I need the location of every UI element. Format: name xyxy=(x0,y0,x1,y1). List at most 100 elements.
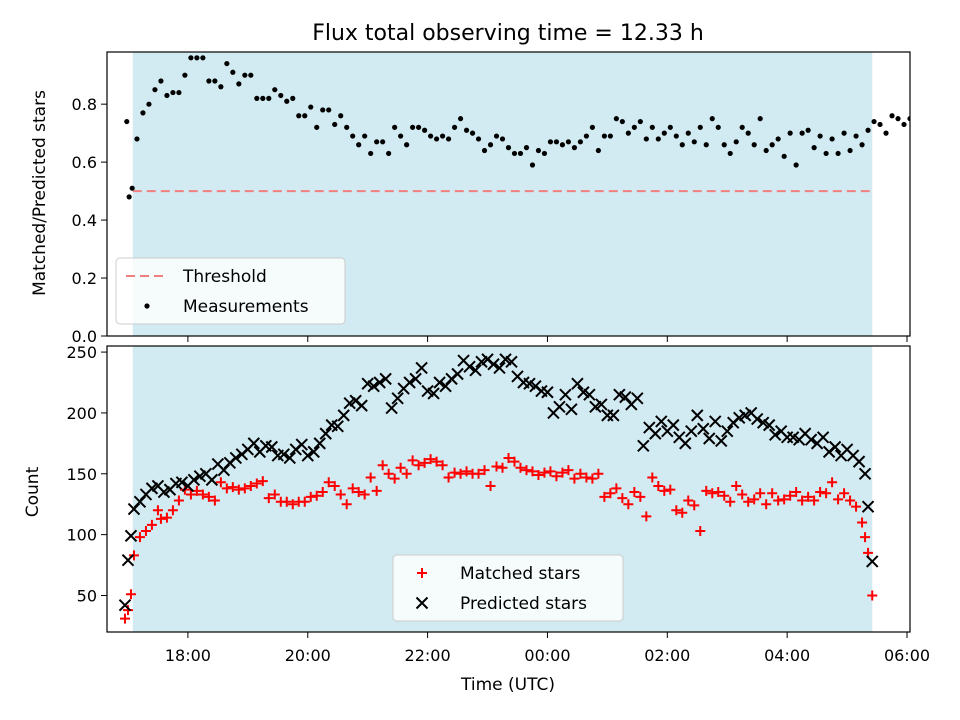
matched-star-point xyxy=(857,517,868,528)
measurement-point xyxy=(481,147,488,154)
count-y-tick-label: 200 xyxy=(66,404,97,423)
measurement-point xyxy=(643,136,649,142)
ratio-plot-area xyxy=(124,55,910,200)
measurement-point xyxy=(727,150,733,157)
matched-star-point xyxy=(665,484,676,495)
predicted-star-point xyxy=(685,424,698,438)
measurement-point xyxy=(487,142,494,148)
time-x-tick-label: 02:00 xyxy=(644,646,690,665)
measurement-point xyxy=(320,107,326,113)
count-plot-area xyxy=(118,353,879,624)
measurement-point xyxy=(302,113,308,119)
matched-star-point xyxy=(731,480,742,491)
matched-star-point xyxy=(419,457,430,468)
matched-star-point xyxy=(287,499,298,510)
measurement-point xyxy=(332,121,338,128)
matched-star-point xyxy=(227,482,238,493)
predicted-star-point xyxy=(118,599,132,612)
count-legend-box xyxy=(392,554,624,622)
matched-star-point xyxy=(767,488,778,499)
predicted-star-point xyxy=(307,445,320,459)
matched-star-point xyxy=(152,505,163,516)
matched-star-point xyxy=(839,488,850,499)
measurement-point xyxy=(260,95,266,101)
matched-star-point xyxy=(347,483,358,494)
matched-star-point xyxy=(245,480,256,491)
count-panel: Count Time (UTC) 50 100 150 200 250 18:00 20:0… xyxy=(23,343,930,695)
matched-star-point xyxy=(689,500,700,511)
count-y-tick-label: 150 xyxy=(66,465,97,484)
predicted-star-point xyxy=(816,431,830,444)
predicted-legend-label: Predicted stars xyxy=(460,594,587,614)
measurement-point xyxy=(565,139,572,145)
matched-star-point xyxy=(257,476,268,487)
matched-star-point xyxy=(677,507,688,518)
matched-star-point xyxy=(683,495,694,506)
matched-star-point xyxy=(383,468,394,479)
predicted-star-point xyxy=(607,409,620,422)
measurement-point xyxy=(709,116,715,122)
matched-star-point xyxy=(755,488,766,499)
measurement-point xyxy=(517,150,524,157)
count-y-axis-label: Count xyxy=(23,466,43,517)
matched-star-point xyxy=(491,461,502,472)
measurement-point xyxy=(308,104,314,110)
matched-legend-label: Matched stars xyxy=(460,564,580,584)
matched-star-point xyxy=(521,465,532,476)
measurement-point xyxy=(368,150,374,157)
matched-star-point xyxy=(629,487,640,498)
matched-star-point xyxy=(353,487,364,498)
measurement-point xyxy=(146,101,152,107)
ratio-frame xyxy=(106,51,911,337)
measurement-point xyxy=(883,130,889,136)
measurement-point xyxy=(817,133,823,139)
measurement-point xyxy=(457,116,464,122)
measurement-point xyxy=(751,142,757,148)
matched-star-point xyxy=(161,512,172,523)
measurement-point xyxy=(541,150,548,157)
measurement-point xyxy=(697,124,703,130)
matched-star-point xyxy=(833,494,844,505)
matched-star-point xyxy=(557,467,568,478)
predicted-star-point xyxy=(541,386,554,399)
count-legend: Matched stars Predicted stars xyxy=(392,554,624,622)
matched-star-point xyxy=(803,491,814,502)
measurement-point xyxy=(535,147,542,154)
predicted-star-point xyxy=(469,364,482,377)
predicted-legend-swatch xyxy=(415,596,429,610)
measurement-point xyxy=(158,78,164,84)
matched-star-point xyxy=(251,478,262,489)
matched-star-point xyxy=(797,495,808,506)
matched-star-point xyxy=(125,589,136,600)
measurement-point xyxy=(829,136,835,142)
matched-star-point xyxy=(737,489,748,500)
measurement-point xyxy=(739,124,745,130)
measurement-point xyxy=(877,121,883,128)
matched-star-point xyxy=(611,483,622,494)
matched-star-point xyxy=(845,495,856,506)
matched-star-point xyxy=(533,470,544,481)
matched-star-point xyxy=(305,491,316,502)
matched-star-point xyxy=(365,472,376,483)
measurement-point xyxy=(410,124,416,130)
measurement-point xyxy=(266,95,272,101)
matched-star-point xyxy=(860,532,871,543)
matched-star-point xyxy=(695,525,706,536)
predicted-star-point xyxy=(804,433,818,446)
predicted-star-point xyxy=(655,415,668,428)
measurement-point xyxy=(835,150,841,157)
matched-star-point xyxy=(779,494,790,505)
ratio-y-axis-label: Matched/Predicted stars xyxy=(30,90,50,296)
measurement-point xyxy=(374,139,380,145)
measurements-legend-label: Measurements xyxy=(183,297,309,317)
predicted-star-point xyxy=(703,432,716,445)
measurement-point xyxy=(715,124,721,130)
predicted-star-point xyxy=(762,418,776,432)
matched-star-point xyxy=(815,487,826,498)
measurement-point xyxy=(212,78,218,84)
matched-star-point xyxy=(827,477,838,488)
matched-star-point xyxy=(299,496,310,507)
time-x-tick-label: 18:00 xyxy=(165,646,211,665)
measurement-point xyxy=(499,136,506,142)
measurement-point xyxy=(296,113,302,119)
